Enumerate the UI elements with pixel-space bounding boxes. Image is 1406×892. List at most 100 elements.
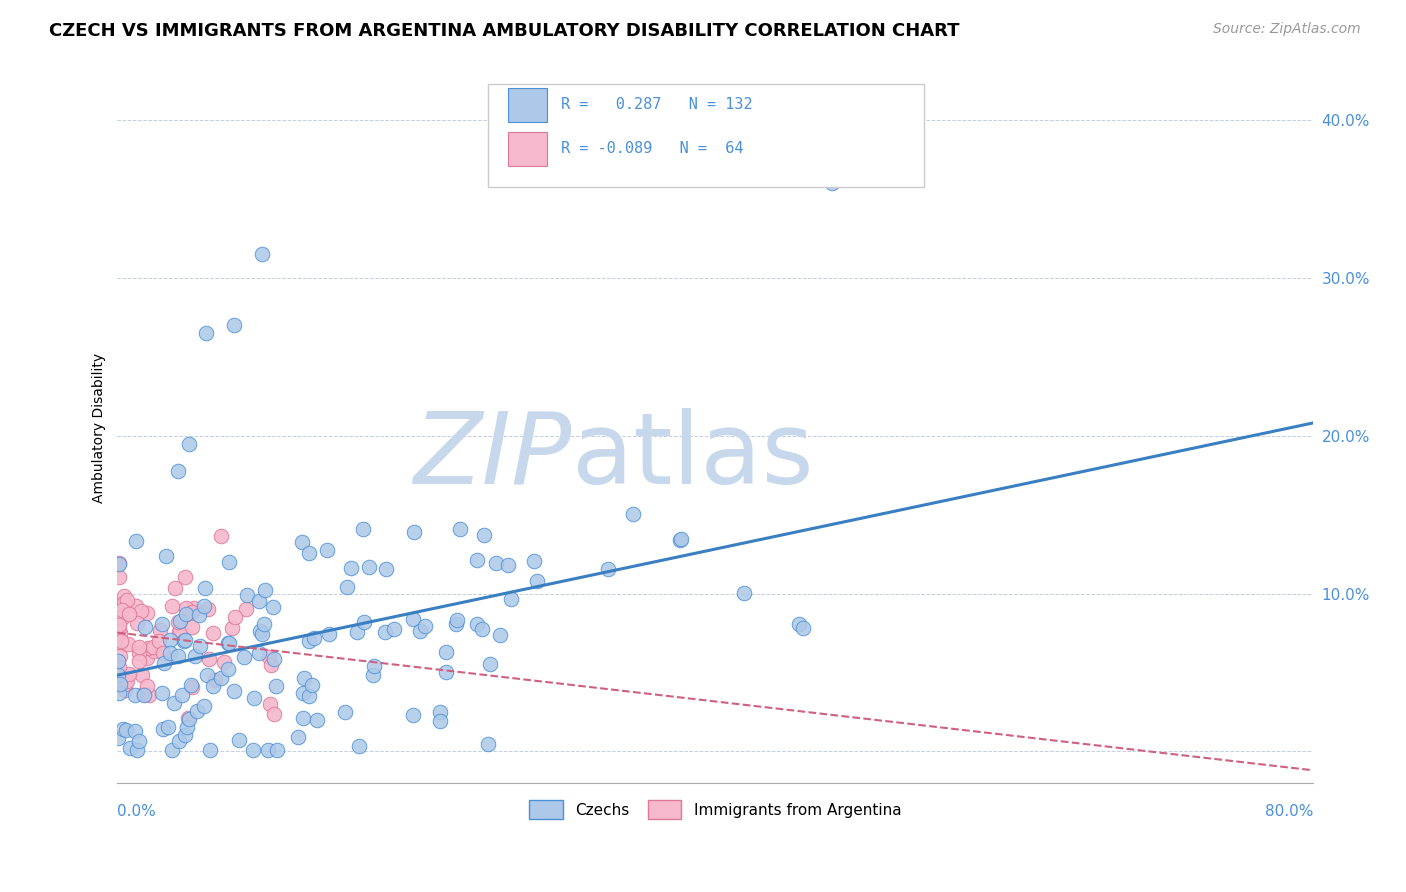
Point [165,581,187,595]
Point [188,640,211,654]
Point [526,574,548,589]
Point [409,624,432,638]
Y-axis label: Ambulatory Disability: Ambulatory Disability [93,353,107,503]
Point [114,683,136,698]
Point [263,652,285,666]
Point [177,437,200,451]
Point [152,646,174,660]
Point [169,624,191,638]
Point [363,658,385,673]
Point [249,624,271,638]
Point [471,623,494,637]
Point [148,634,170,648]
Point [134,619,156,633]
Point [177,712,200,726]
Point [449,522,471,536]
Point [128,734,150,748]
Point [112,590,135,604]
Text: R = -0.089   N =  64: R = -0.089 N = 64 [561,141,744,156]
Point [115,593,138,607]
Point [195,326,218,341]
Point [250,627,273,641]
Point [204,673,226,687]
Point [152,656,174,670]
Text: ZIP: ZIP [413,408,572,505]
Point [434,645,457,659]
Point [292,671,315,685]
Point [254,582,277,597]
Point [479,657,502,671]
Point [132,688,155,702]
Point [135,651,157,665]
Point [374,562,396,576]
Point [174,570,197,584]
Point [108,556,131,570]
Point [353,615,375,629]
Point [523,553,546,567]
Point [209,529,232,543]
Point [212,655,235,669]
Point [402,707,425,722]
Point [413,619,436,633]
Point [195,668,218,682]
Point [335,706,357,720]
Point [107,667,129,681]
Point [169,614,191,628]
Point [149,623,172,637]
Point [180,606,202,620]
Point [357,560,380,574]
Point [260,657,283,672]
Text: CZECH VS IMMIGRANTS FROM ARGENTINA AMBULATORY DISABILITY CORRELATION CHART: CZECH VS IMMIGRANTS FROM ARGENTINA AMBUL… [49,22,960,40]
Point [218,555,240,569]
Point [733,585,755,599]
Point [352,522,374,536]
Point [176,720,198,734]
Point [112,596,135,610]
Point [404,525,426,540]
Point [112,722,135,736]
Point [111,610,134,624]
Point [257,649,280,664]
Point [224,318,246,333]
Point [128,640,150,654]
Point [187,608,209,623]
Point [787,616,810,631]
Point [315,543,337,558]
Point [152,722,174,736]
Point [291,686,314,700]
Point [256,743,278,757]
Point [166,649,188,664]
Point [124,723,146,738]
Bar [509,132,547,166]
Text: R =   0.287   N = 132: R = 0.287 N = 132 [561,97,752,112]
Point [197,602,219,616]
Point [374,625,396,640]
Point [250,247,273,261]
Point [114,677,136,691]
Point [291,535,314,549]
Point [162,599,184,614]
Point [110,626,132,640]
Point [291,711,314,725]
Point [170,688,193,702]
Point [136,606,159,620]
Point [110,598,132,612]
Point [305,713,328,727]
Text: atlas: atlas [572,408,814,505]
Point [484,556,506,570]
Point [247,646,270,660]
Point [264,679,287,693]
Point [236,588,259,602]
Point [198,743,221,757]
Point [157,720,180,734]
Point [167,734,190,748]
Point [174,728,197,742]
Point [259,697,281,711]
Point [167,625,190,640]
Point [159,632,181,647]
Point [235,601,257,615]
Point [429,705,451,719]
Text: Source: ZipAtlas.com: Source: ZipAtlas.com [1213,22,1361,37]
Point [180,620,202,634]
Point [444,616,467,631]
